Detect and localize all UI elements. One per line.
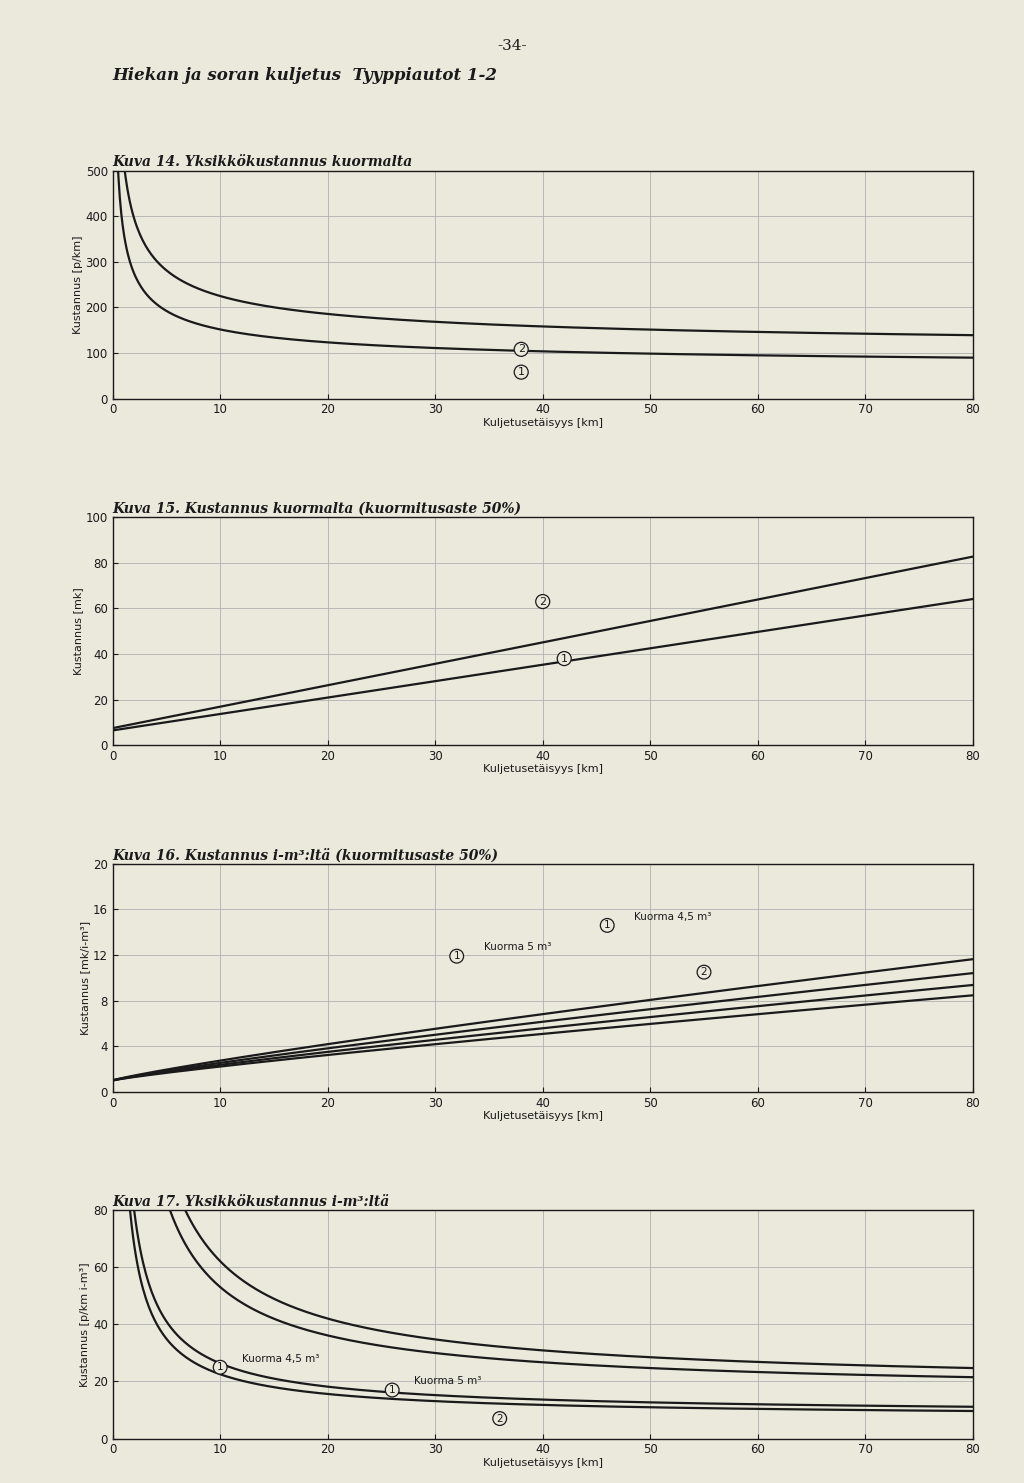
- Text: 1: 1: [518, 368, 524, 377]
- Y-axis label: Kustannus [mk/i-m³]: Kustannus [mk/i-m³]: [80, 921, 90, 1035]
- X-axis label: Kuljetusetäisyys [km]: Kuljetusetäisyys [km]: [482, 1111, 603, 1121]
- Text: Kuorma 5 m³: Kuorma 5 m³: [414, 1376, 481, 1387]
- Text: Kuva 16. Kustannus i-m³:ltä (kuormitusaste 50%): Kuva 16. Kustannus i-m³:ltä (kuormitusas…: [113, 848, 499, 863]
- Y-axis label: Kustannus [mk]: Kustannus [mk]: [73, 587, 83, 675]
- Text: 1: 1: [454, 951, 460, 961]
- Text: 1: 1: [389, 1385, 395, 1396]
- Text: -34-: -34-: [498, 39, 526, 52]
- X-axis label: Kuljetusetäisyys [km]: Kuljetusetäisyys [km]: [482, 1458, 603, 1468]
- Text: 2: 2: [700, 967, 708, 977]
- Text: Kuorma 4,5 m³: Kuorma 4,5 m³: [242, 1354, 319, 1363]
- Text: 2: 2: [497, 1413, 503, 1424]
- Text: 1: 1: [604, 921, 610, 930]
- Y-axis label: Kustannus [p/km i-m³]: Kustannus [p/km i-m³]: [80, 1262, 90, 1387]
- Text: Kuorma 4,5 m³: Kuorma 4,5 m³: [634, 912, 712, 922]
- X-axis label: Kuljetusetäisyys [km]: Kuljetusetäisyys [km]: [482, 764, 603, 774]
- X-axis label: Kuljetusetäisyys [km]: Kuljetusetäisyys [km]: [482, 418, 603, 429]
- Text: 2: 2: [518, 344, 524, 354]
- Text: Hiekan ja soran kuljetus  Tyyppiautot 1-2: Hiekan ja soran kuljetus Tyyppiautot 1-2: [113, 67, 498, 83]
- Text: 1: 1: [561, 654, 567, 663]
- Y-axis label: Kustannus [p/km]: Kustannus [p/km]: [73, 236, 83, 334]
- Text: 1: 1: [217, 1363, 223, 1372]
- Text: Kuva 14. Yksikkökustannus kuormalta: Kuva 14. Yksikkökustannus kuormalta: [113, 156, 413, 169]
- Text: Kuva 15. Kustannus kuormalta (kuormitusaste 50%): Kuva 15. Kustannus kuormalta (kuormitusa…: [113, 503, 522, 516]
- Text: 2: 2: [540, 596, 546, 607]
- Text: Kuva 17. Yksikkökustannus i-m³:ltä: Kuva 17. Yksikkökustannus i-m³:ltä: [113, 1195, 390, 1209]
- Text: Kuorma 5 m³: Kuorma 5 m³: [483, 943, 551, 952]
